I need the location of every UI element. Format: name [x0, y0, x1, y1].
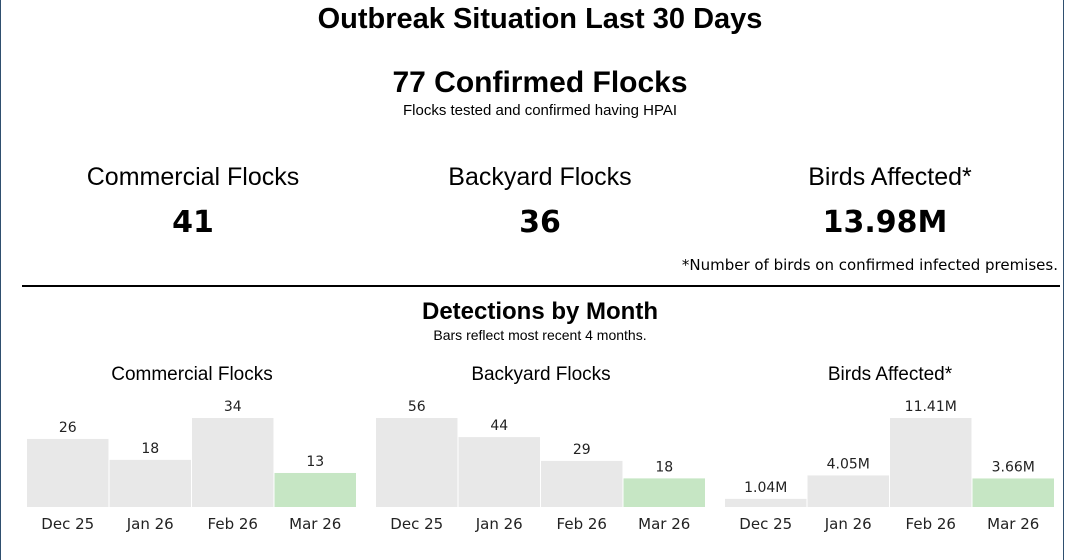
birds-affected-tick-label-0: Dec 25 [739, 515, 792, 533]
birds-affected-bar-2 [890, 418, 972, 507]
commercial-flocks-bar-2 [192, 418, 274, 507]
kpi-birds-label: Birds Affected* [808, 163, 972, 191]
backyard-flocks-bar-3 [623, 478, 705, 507]
backyard-flocks-tick-label-1: Jan 26 [475, 515, 523, 533]
birds-footnote: *Number of birds on confirmed infected p… [681, 256, 1058, 274]
birds-affected-value-label-3: 3.66M [992, 459, 1035, 475]
page-title: Outbreak Situation Last 30 Days [317, 3, 763, 35]
kpi-backyard-label: Backyard Flocks [448, 163, 632, 191]
chart-birds-title: Birds Affected* [827, 364, 953, 385]
chart-birds: 1.04M Dec 25 4.05M Jan 26 11.41M Feb 26 3.66M M… [725, 399, 1054, 533]
commercial-flocks-value-label-0: 26 [59, 420, 77, 436]
birds-affected-bar-0 [725, 498, 807, 507]
commercial-flocks-tick-label-0: Dec 25 [41, 515, 94, 533]
birds-affected-tick-label-1: Jan 26 [824, 515, 872, 533]
commercial-flocks-value-label-2: 34 [224, 399, 242, 415]
birds-affected-value-label-1: 4.05M [827, 456, 870, 472]
confirmed-flocks-subtitle: Flocks tested and confirmed having HPAI [402, 102, 678, 119]
backyard-flocks-bar-2 [541, 460, 623, 507]
kpi-birds-value: 13.98M [822, 205, 948, 240]
backyard-flocks-value-label-2: 29 [573, 442, 591, 458]
backyard-flocks-tick-label-2: Feb 26 [557, 515, 607, 533]
backyard-flocks-bar-0 [376, 418, 458, 507]
commercial-flocks-value-label-1: 18 [141, 441, 159, 457]
birds-affected-tick-label-2: Feb 26 [906, 515, 956, 533]
commercial-flocks-tick-label-3: Mar 26 [289, 515, 341, 533]
commercial-flocks-value-label-3: 13 [306, 454, 324, 470]
commercial-flocks-bar-3 [274, 472, 356, 507]
section-divider [22, 285, 1060, 287]
confirmed-flocks-headline: 77 Confirmed Flocks [392, 66, 688, 99]
kpi-backyard-value: 36 [519, 205, 561, 240]
backyard-flocks-tick-label-0: Dec 25 [390, 515, 443, 533]
birds-affected-value-label-0: 1.04M [744, 480, 787, 496]
birds-affected-value-label-2: 11.41M [905, 399, 957, 415]
chart-commercial: 26 Dec 25 18 Jan 26 34 Feb 26 13 Mar 26 [27, 399, 356, 533]
backyard-flocks-tick-label-3: Mar 26 [638, 515, 690, 533]
chart-backyard: 56 Dec 25 44 Jan 26 29 Feb 26 18 Mar 26 [376, 399, 705, 533]
detections-title: Detections by Month [421, 298, 658, 325]
detections-subtitle: Bars reflect most recent 4 months. [433, 327, 647, 343]
backyard-flocks-value-label-0: 56 [408, 399, 426, 415]
chart-backyard-title: Backyard Flocks [471, 364, 611, 385]
kpi-commercial-label: Commercial Flocks [86, 163, 300, 191]
commercial-flocks-tick-label-2: Feb 26 [208, 515, 258, 533]
backyard-flocks-value-label-3: 18 [655, 459, 673, 475]
commercial-flocks-bar-1 [109, 459, 191, 507]
kpi-commercial-value: 41 [172, 205, 214, 240]
commercial-flocks-tick-label-1: Jan 26 [126, 515, 174, 533]
backyard-flocks-value-label-1: 44 [490, 418, 508, 434]
chart-commercial-title: Commercial Flocks [111, 364, 273, 385]
birds-affected-bar-3 [972, 478, 1054, 507]
birds-affected-bar-1 [807, 475, 889, 507]
birds-affected-tick-label-3: Mar 26 [987, 515, 1039, 533]
commercial-flocks-bar-0 [27, 438, 109, 507]
backyard-flocks-bar-1 [458, 437, 540, 507]
